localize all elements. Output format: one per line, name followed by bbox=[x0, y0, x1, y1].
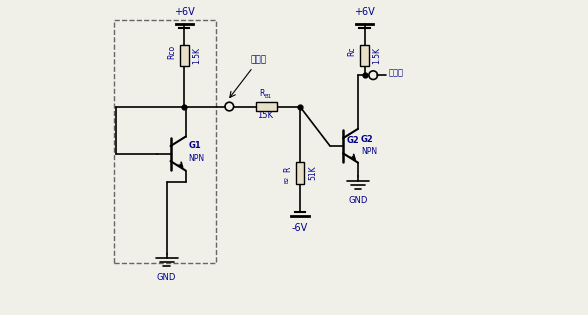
Text: GND: GND bbox=[348, 196, 368, 205]
Text: GND: GND bbox=[157, 273, 176, 282]
Text: NPN: NPN bbox=[361, 146, 377, 156]
Bar bbox=[113, 20, 216, 263]
Text: Rc: Rc bbox=[348, 47, 356, 56]
Text: 1.5K: 1.5K bbox=[373, 47, 382, 64]
Text: 输入端: 输入端 bbox=[251, 55, 267, 64]
Text: 输出端: 输出端 bbox=[389, 68, 404, 77]
Text: G2: G2 bbox=[361, 135, 374, 144]
Text: B2: B2 bbox=[285, 175, 290, 183]
Text: 51K: 51K bbox=[308, 166, 317, 180]
Text: +6V: +6V bbox=[354, 7, 375, 17]
Text: B1: B1 bbox=[265, 94, 272, 99]
Bar bbox=[256, 102, 278, 111]
Text: Rco: Rco bbox=[167, 45, 176, 59]
Bar bbox=[296, 163, 304, 184]
Text: +6V: +6V bbox=[174, 7, 195, 17]
Text: R: R bbox=[259, 89, 265, 98]
Text: G1: G1 bbox=[189, 141, 201, 150]
Bar bbox=[360, 45, 369, 66]
Text: R: R bbox=[283, 167, 292, 172]
Text: NPN: NPN bbox=[189, 154, 205, 163]
Text: -6V: -6V bbox=[292, 223, 308, 233]
Text: G2: G2 bbox=[346, 135, 359, 145]
Bar bbox=[180, 45, 189, 66]
Text: 15K: 15K bbox=[256, 111, 273, 120]
Text: 1.5K: 1.5K bbox=[192, 47, 201, 64]
